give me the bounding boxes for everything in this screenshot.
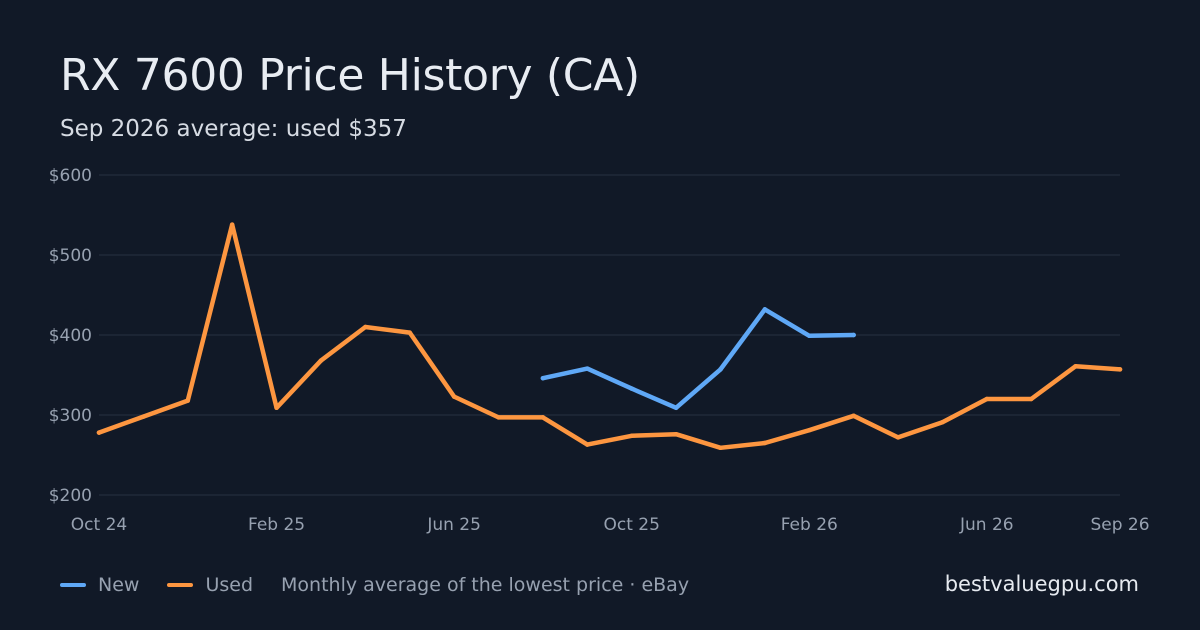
data-point-used: [940, 419, 945, 425]
data-point-new: [718, 367, 723, 372]
data-point-used: [585, 442, 590, 447]
legend-swatch-used: [167, 583, 194, 587]
x-tick-label: Jun 26: [959, 515, 1014, 535]
legend-note: Monthly average of the lowest price · eB…: [281, 574, 690, 596]
data-point-new: [673, 405, 679, 411]
y-tick-label: $300: [49, 406, 92, 426]
legend-item-used: Used: [167, 574, 253, 596]
data-point-used: [718, 445, 723, 451]
data-point-used: [451, 394, 457, 399]
data-point-used: [496, 415, 501, 420]
grid-lines: [99, 174, 1120, 496]
data-point-used: [895, 435, 901, 440]
x-tick-label: Oct 25: [603, 515, 659, 535]
data-point-used: [1073, 363, 1078, 369]
data-point-new: [851, 332, 856, 338]
data-point-used: [673, 431, 679, 437]
data-point-used: [1117, 367, 1123, 372]
y-tick-label: $200: [49, 486, 92, 506]
y-axis-labels: $200 $300 $400 $500 $600: [49, 166, 92, 506]
data-point-new: [807, 333, 812, 339]
data-point-used: [363, 324, 368, 330]
x-tick-label: Feb 26: [781, 515, 838, 535]
data-point-used: [318, 358, 324, 363]
data-point-used: [984, 396, 990, 402]
data-point-used: [851, 413, 856, 419]
data-point-used: [229, 222, 235, 227]
legend-item-new: New: [60, 574, 139, 596]
data-point-used: [185, 398, 191, 403]
series-lines: [96, 222, 1123, 451]
data-point-used: [540, 415, 546, 420]
site-link[interactable]: bestvaluegpu.com: [944, 572, 1139, 596]
data-point-used: [1028, 396, 1034, 402]
legend-label-used: Used: [205, 574, 254, 596]
data-point-new: [540, 375, 546, 381]
chart-title: RX 7600 Price History (CA): [60, 50, 640, 101]
data-point-used: [274, 405, 279, 411]
y-tick-label: $600: [49, 166, 92, 186]
x-tick-label: Feb 25: [248, 515, 305, 535]
x-tick-label: Jun 25: [426, 515, 481, 535]
data-point-used: [141, 414, 146, 419]
data-point-new: [629, 386, 634, 391]
legend: New Used Monthly average of the lowest p…: [60, 574, 689, 596]
y-tick-label: $400: [49, 326, 92, 346]
series-line-used: [96, 222, 1123, 451]
data-point-new: [762, 307, 768, 312]
x-axis-labels: Oct 24 Feb 25 Jun 25 Oct 25 Feb 26 Jun 26 Sep …: [71, 515, 1150, 535]
y-tick-label: $500: [49, 246, 92, 266]
data-point-used: [96, 430, 102, 435]
data-point-new: [585, 366, 590, 371]
x-tick-label: Sep 26: [1090, 515, 1149, 535]
legend-swatch-new: [60, 583, 86, 587]
data-point-used: [629, 433, 634, 439]
data-point-used: [762, 440, 768, 446]
chart-subtitle: Sep 2026 average: used $357: [60, 116, 407, 142]
data-point-used: [807, 427, 812, 433]
data-point-used: [407, 330, 412, 335]
legend-label-new: New: [98, 574, 140, 596]
x-tick-label: Oct 24: [71, 515, 127, 535]
series-line-new: [540, 307, 856, 411]
